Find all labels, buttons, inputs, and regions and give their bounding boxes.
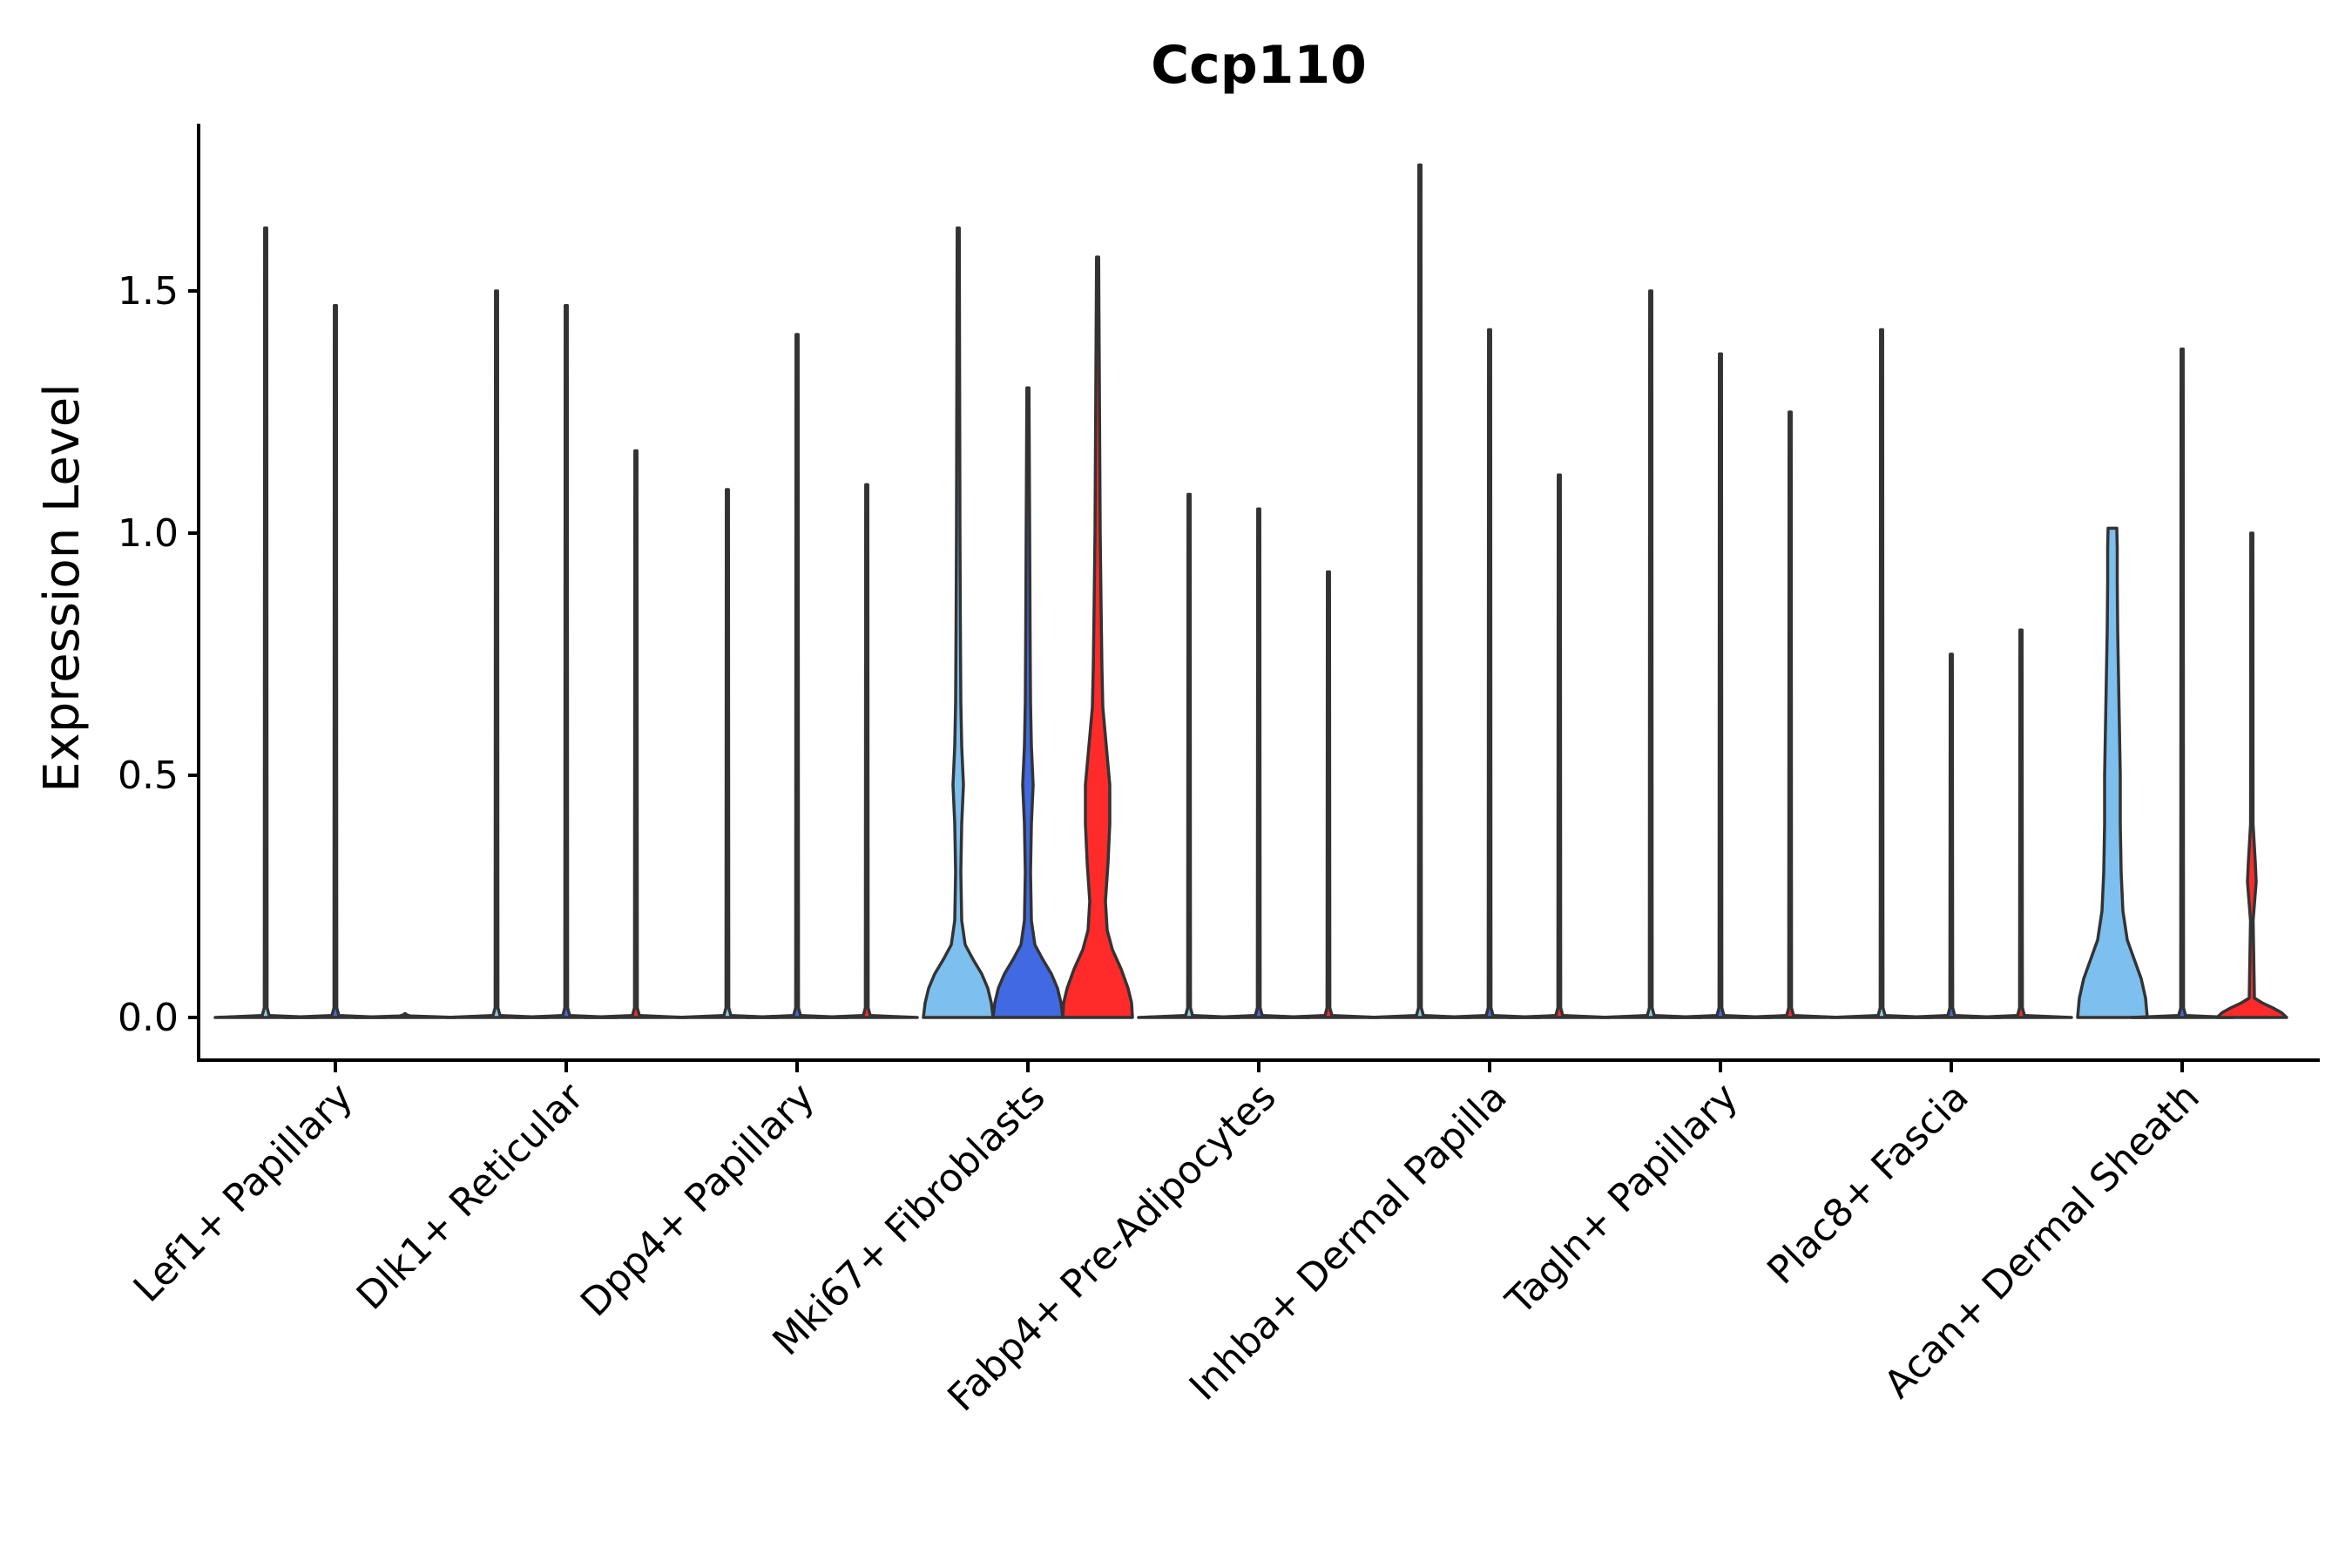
violin (213, 226, 318, 1019)
y-tick-label: 0.0 (118, 996, 179, 1040)
x-tick-label: Dpp4+ Papillary (572, 1075, 823, 1326)
violin-group (213, 226, 457, 1019)
violin (444, 289, 549, 1019)
violin (1738, 410, 1842, 1019)
chart-title: Ccp110 (1151, 35, 1367, 96)
violin (745, 333, 849, 1019)
x-tick-label: Plac8+ Fascia (1759, 1075, 1977, 1294)
violin-group (675, 333, 919, 1019)
violin (1668, 352, 1773, 1019)
violin (514, 303, 618, 1019)
violin (1829, 328, 1934, 1019)
violin-layer (213, 163, 2288, 1019)
violin (2076, 526, 2149, 1019)
violin (1598, 289, 1703, 1019)
violin (1899, 652, 2004, 1019)
violin (584, 449, 688, 1019)
violin-group (1137, 492, 1381, 1019)
violin (1368, 163, 1472, 1019)
x-tick-label: Dlk1+ Reticular (348, 1074, 593, 1319)
violin-group (1829, 328, 2073, 1019)
violin-group (444, 289, 688, 1019)
violin (991, 386, 1064, 1019)
violin (922, 226, 995, 1019)
violin (1276, 570, 1381, 1019)
y-tick-label: 1.5 (118, 269, 179, 314)
violin-group (2076, 347, 2288, 1019)
violin-group (922, 226, 1134, 1019)
violin (1969, 628, 2073, 1019)
violin (2130, 347, 2234, 1019)
violin (283, 303, 388, 1019)
x-tick-label: Tagln+ Papillary (1497, 1075, 1747, 1324)
y-axis-label: Expression Level (34, 383, 91, 793)
violin (1061, 255, 1134, 1019)
violin-group (1598, 289, 1842, 1019)
violin (1437, 328, 1542, 1019)
y-tick-label: 0.5 (118, 754, 179, 798)
y-tick-label: 1.0 (118, 511, 179, 556)
y-ticks: 0.0 0.5 1.0 1.5 (118, 269, 199, 1040)
violin (2215, 531, 2288, 1019)
violin (814, 483, 919, 1019)
violin-group (1368, 163, 1612, 1019)
violin (1137, 492, 1241, 1019)
violin (1507, 473, 1612, 1019)
violin (675, 488, 780, 1019)
x-tick-label: Lef1+ Papillary (125, 1075, 362, 1311)
violin (353, 1011, 457, 1019)
violin (1206, 507, 1311, 1019)
